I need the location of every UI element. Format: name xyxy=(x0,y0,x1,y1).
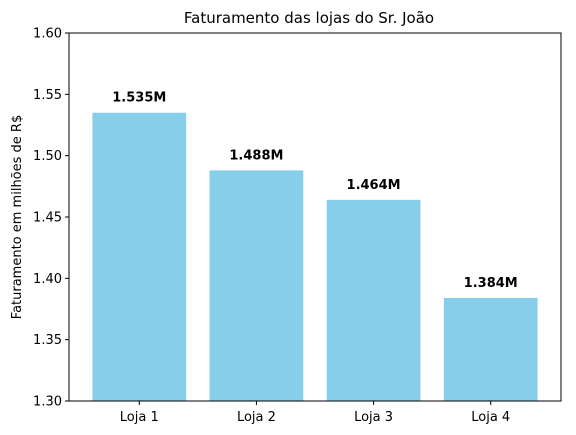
axes-frame xyxy=(68,32,562,402)
y-tick-label-4: 1.45 xyxy=(33,211,62,226)
bar-value-label-1: 1.535M xyxy=(112,91,166,106)
y-tick-label-2: 1.35 xyxy=(33,333,62,348)
x-tick-label-4: Loja 4 xyxy=(471,410,510,425)
y-tick-label-7: 1.60 xyxy=(33,27,62,42)
bar-value-label-2: 1.488M xyxy=(229,148,283,163)
x-tick-label-1: Loja 1 xyxy=(120,410,159,425)
x-tick-label-3: Loja 3 xyxy=(354,410,393,425)
bar-value-label-4: 1.384M xyxy=(464,276,518,291)
bar-1 xyxy=(92,112,187,401)
chart-title: Faturamento das lojas do Sr. João xyxy=(184,9,434,27)
y-tick-label-5: 1.50 xyxy=(33,149,62,164)
y-tick-label-6: 1.55 xyxy=(33,88,62,103)
x-tick-label-2: Loja 2 xyxy=(237,410,276,425)
plot-area: 1.535M Loja 1 1.488M Loja 2 1.464M Loja 3 1.38… xyxy=(33,27,562,425)
y-tick-label-1: 1.30 xyxy=(33,395,62,410)
y-axis-title: Faturamento em milhões de R$ xyxy=(10,115,25,319)
bar-2 xyxy=(209,170,304,401)
y-tick-label-3: 1.40 xyxy=(33,272,62,287)
bar-4 xyxy=(443,297,538,401)
bar-value-label-3: 1.464M xyxy=(347,178,401,193)
bar-3 xyxy=(326,199,421,401)
